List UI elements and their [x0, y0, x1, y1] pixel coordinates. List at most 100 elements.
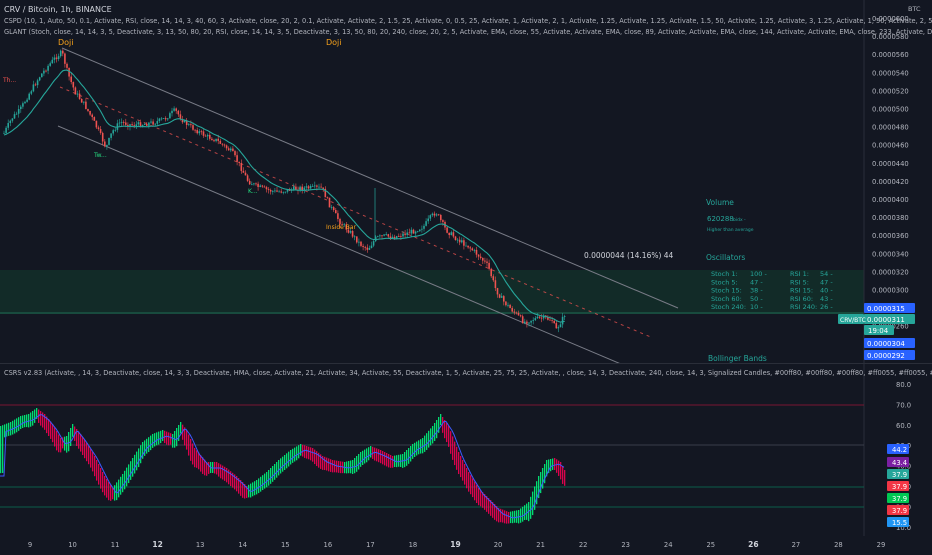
osc-bar: [472, 478, 474, 498]
osc-value-badge-text: 37.9: [892, 471, 907, 479]
osc-bar: [334, 460, 336, 473]
osc-bar: [470, 475, 472, 495]
osc-bar: [420, 439, 422, 454]
candle-body: [106, 144, 108, 147]
price-tick-label: 0.0000540: [872, 69, 909, 77]
osc-bar: [502, 509, 504, 523]
osc-bar: [438, 417, 440, 433]
candle-body: [540, 317, 543, 319]
candle-body: [366, 247, 369, 250]
osc-bar: [220, 464, 222, 479]
price-lower2-value: 0.0000292: [867, 352, 905, 360]
price-tick-label: 0.0000600: [872, 15, 909, 23]
osc-bar: [272, 466, 274, 482]
candle-body: [41, 73, 43, 78]
candle-body: [505, 301, 507, 306]
candle-body: [209, 134, 211, 139]
candle-body: [335, 210, 337, 214]
osc-bar: [40, 411, 42, 426]
candle-body: [513, 311, 516, 313]
osc-bar: [392, 456, 394, 468]
osc-bar: [66, 436, 68, 453]
osc-bar: [544, 464, 546, 484]
osc-bar: [4, 424, 6, 438]
candle-body: [66, 63, 68, 68]
candle-body: [458, 239, 461, 243]
osc-bar: [556, 459, 558, 473]
inside-bar-label: Inside Bar: [326, 224, 357, 231]
osc-bar: [500, 508, 502, 523]
candle-body: [167, 118, 169, 120]
osc-bar: [36, 408, 38, 419]
oscillator-title[interactable]: CSRS v2.83 (Activate, , 14, 3, Deactivat…: [4, 369, 932, 377]
osc-bar: [260, 476, 262, 492]
osc-row-rsi-label: RSI 60:: [790, 295, 813, 303]
candle-body: [383, 234, 385, 236]
osc-bar: [156, 432, 158, 446]
candle-body: [326, 197, 329, 199]
osc-bar: [188, 434, 190, 456]
osc-bar: [194, 448, 196, 468]
candle-body: [110, 133, 112, 138]
osc-bar: [50, 421, 52, 439]
candle-body: [553, 320, 555, 324]
pair-badge: [838, 314, 864, 324]
osc-bar: [462, 460, 464, 481]
osc-bar: [330, 459, 332, 472]
candle-body: [389, 236, 392, 239]
osc-bar: [280, 458, 282, 474]
osc-value-badge: [887, 493, 909, 503]
osc-bar: [562, 466, 564, 484]
candle-body: [156, 121, 159, 124]
osc-bar: [246, 486, 248, 498]
osc-bar: [426, 433, 428, 450]
osc-bar: [258, 478, 260, 494]
osc-bar: [26, 414, 28, 428]
price-chart-pane[interactable]: CRV / Bitcoin, 1h, BINANCE CSPD (10, 1, …: [0, 0, 932, 368]
candle-body: [538, 316, 541, 318]
oscillator-svg[interactable]: CSRS v2.83 (Activate, , 14, 3, Deactivat…: [0, 364, 932, 536]
candle-body: [70, 76, 72, 83]
osc-bar: [278, 460, 280, 476]
candle-body: [372, 241, 375, 246]
osc-row-rsi-value: 26 -: [820, 303, 833, 311]
candle-body: [127, 124, 129, 127]
candle-body: [532, 320, 534, 321]
price-chart-svg[interactable]: CRV / Bitcoin, 1h, BINANCE CSPD (10, 1, …: [0, 0, 932, 368]
osc-bar: [100, 468, 102, 489]
osc-bar: [450, 431, 452, 454]
osc-bar: [424, 435, 426, 452]
candle-body: [5, 127, 7, 133]
candle-body: [91, 114, 93, 118]
osc-bar: [360, 452, 362, 467]
pane-separator[interactable]: [0, 363, 932, 364]
candle-body: [496, 288, 499, 295]
osc-bar: [464, 464, 466, 485]
indicator-cspd-label[interactable]: CSPD (10, 1, Auto, 50, 0.1, Activate, RS…: [4, 17, 932, 25]
osc-bar: [82, 437, 84, 455]
osc-bar: [300, 444, 302, 456]
osc-bar: [78, 431, 80, 449]
osc-bar: [430, 428, 432, 446]
oscillator-pane[interactable]: CSRS v2.83 (Activate, , 14, 3, Deactivat…: [0, 364, 932, 536]
time-axis[interactable]: 9 10 11 12 13 14 15 16 17 18 19 20 21 22 23 24 25 26 27 28 2…: [0, 536, 932, 550]
osc-bar: [76, 429, 78, 446]
candle-body: [206, 134, 209, 137]
candle-body: [74, 87, 77, 95]
osc-tick-label: 70.0: [896, 401, 911, 409]
osc-bar: [540, 472, 542, 494]
candle-body: [253, 183, 255, 185]
candle-body: [421, 228, 423, 230]
osc-bar: [22, 415, 24, 428]
time-axis-svg[interactable]: 9 10 11 12 13 14 15 16 17 18 19 20 21 22 23 24 25 26 27 28 2…: [0, 537, 932, 551]
candle-body: [494, 280, 497, 289]
osc-bar: [284, 455, 286, 470]
price-upper-value: 0.0000315: [867, 305, 905, 313]
osc-bar: [306, 446, 308, 459]
osc-bar: [58, 434, 60, 453]
countdown-badge: [864, 325, 894, 335]
price-axis[interactable]: 0.0000600 0.0000580 0.0000560 0.0000540 0.00…: [872, 15, 909, 331]
indicator-glant-label[interactable]: GLANT (Stoch, close, 14, 14, 3, 5, Deact…: [4, 28, 932, 36]
candle-body: [59, 50, 62, 57]
candle-body: [482, 257, 484, 261]
